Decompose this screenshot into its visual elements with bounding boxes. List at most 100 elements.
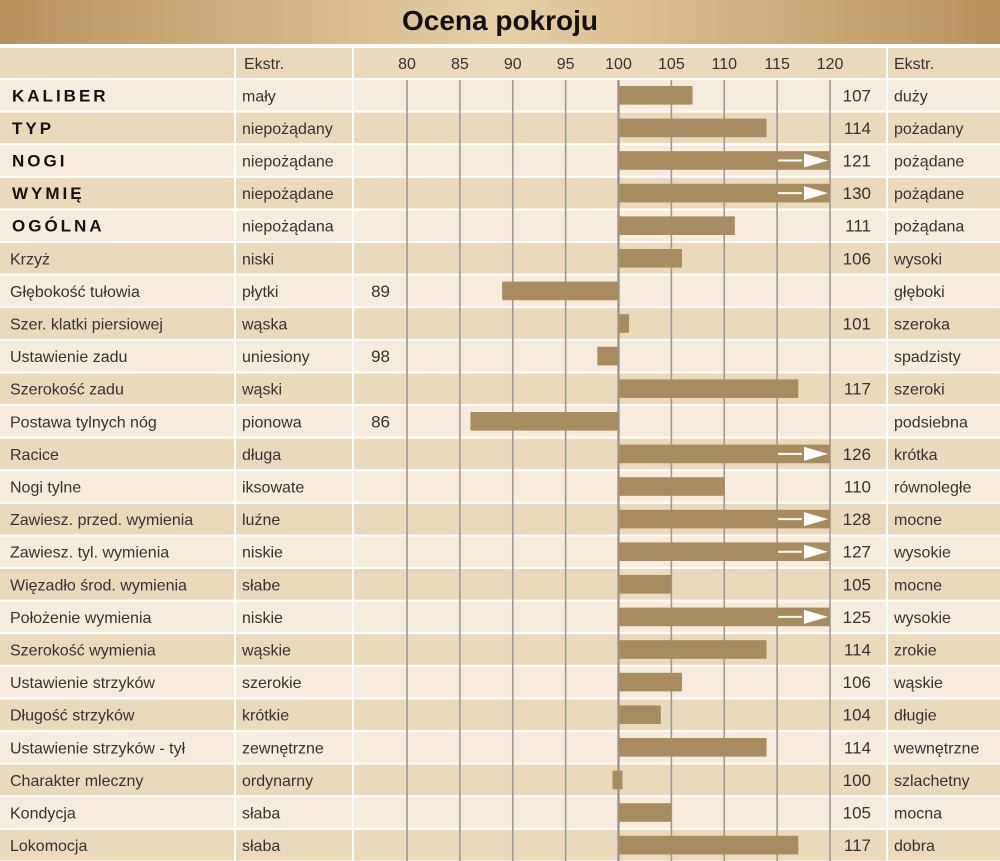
row-cell-high — [888, 145, 1000, 176]
trait-name: Zawiesz. tyl. wymienia — [10, 545, 169, 562]
bar — [618, 477, 725, 496]
bar-value-label: 101 — [843, 315, 871, 334]
bar — [618, 835, 799, 855]
row-cell-name — [0, 699, 234, 730]
bar-value-label: 89 — [371, 282, 390, 301]
row-cell-low — [236, 471, 352, 502]
trait-low-extreme: zewnętrzne — [242, 740, 324, 757]
overflow-arrow-icon — [804, 544, 828, 559]
row-cell-low — [236, 406, 352, 437]
trait-name: Lokomocja — [10, 838, 87, 855]
chart-title: Ocena pokroju — [402, 5, 598, 36]
row-cell-high — [888, 308, 1000, 339]
bar-value-label: 121 — [843, 152, 871, 171]
trait-name: OGÓLNA — [12, 217, 105, 236]
x-tick-label: 85 — [451, 56, 469, 73]
row-cell-name — [0, 145, 234, 176]
row-cell-low — [236, 764, 352, 796]
bar-value-label: 114 — [844, 119, 871, 138]
trait-high-extreme: duży — [894, 88, 928, 105]
overflow-arrow-icon — [804, 512, 828, 527]
row-cell-name — [0, 438, 234, 470]
row-cell-high — [888, 666, 1000, 698]
overflow-arrow-icon — [804, 186, 828, 201]
row-cell-name — [0, 569, 234, 600]
row-cell-low — [236, 340, 352, 372]
trait-name: Długość strzyków — [10, 708, 135, 725]
trait-name: Ustawienie strzyków — [10, 675, 155, 692]
bar — [618, 379, 799, 398]
bar-value-label: 107 — [843, 86, 871, 105]
header-cell-high — [888, 48, 1000, 78]
x-tick-label: 95 — [557, 56, 575, 73]
row-cell-low — [236, 634, 352, 665]
trait-low-extreme: niepożądany — [242, 121, 333, 138]
bar-value-label: 114 — [844, 738, 871, 757]
trait-high-extreme: szlachetny — [894, 773, 970, 790]
trait-name: Charakter mleczny — [10, 773, 143, 790]
bar-value-label: 126 — [843, 445, 871, 464]
bar — [618, 509, 830, 529]
row-cell-high — [888, 275, 1000, 307]
trait-name: Ustawienie zadu — [10, 349, 127, 366]
x-tick-label: 100 — [605, 56, 632, 73]
row-cell-name — [0, 210, 234, 241]
row-cell-low — [236, 177, 352, 209]
row-cell-low — [236, 732, 352, 763]
overflow-arrow-icon — [804, 446, 828, 461]
x-tick-label: 120 — [817, 56, 844, 73]
trait-low-extreme: niskie — [242, 610, 283, 627]
trait-name: Zawiesz. przed. wymienia — [10, 512, 193, 529]
trait-name: Krzyż — [10, 251, 50, 268]
trait-high-extreme: wysokie — [893, 545, 951, 562]
trait-name: Położenie wymienia — [10, 610, 152, 627]
bar — [597, 346, 619, 366]
row-cell-name — [0, 243, 234, 274]
trait-name: Racice — [10, 447, 59, 464]
bar — [618, 216, 735, 235]
row-cell-low — [236, 275, 352, 307]
header-high-label: Ekstr. — [894, 56, 934, 73]
bar-value-label: 125 — [843, 608, 871, 627]
row-cell-low — [236, 210, 352, 241]
row-cell-high — [888, 243, 1000, 274]
trait-high-extreme: wysokie — [893, 610, 951, 627]
trait-name: Szer. klatki piersiowej — [10, 317, 163, 334]
row-cell-name — [0, 340, 234, 372]
row-cell-name — [0, 764, 234, 796]
trait-name: Nogi tylne — [10, 480, 81, 497]
trait-name: Szerokość wymienia — [10, 643, 156, 660]
row-cell-low — [236, 373, 352, 404]
row-cell-high — [888, 503, 1000, 535]
row-cell-high — [888, 601, 1000, 633]
row-cell-name — [0, 536, 234, 567]
bar — [618, 738, 767, 757]
row-cell-low — [236, 438, 352, 470]
trait-low-extreme: luźne — [242, 512, 280, 529]
title-bar — [0, 0, 1000, 44]
row-cell-name — [0, 732, 234, 763]
trait-low-extreme: niepożądana — [242, 219, 334, 236]
bar — [618, 183, 830, 203]
x-tick-label: 90 — [504, 56, 522, 73]
trait-low-extreme: uniesiony — [242, 349, 310, 366]
trait-name: KALIBER — [12, 86, 109, 105]
bar — [618, 249, 682, 268]
row-cell-name — [0, 308, 234, 339]
row-cell-low — [236, 666, 352, 698]
trait-high-extreme: spadzisty — [894, 349, 961, 366]
trait-low-extreme: słaba — [242, 838, 280, 855]
bar — [618, 444, 830, 464]
row-cell-low — [236, 699, 352, 730]
row-cell-low — [236, 112, 352, 144]
row-cell-high — [888, 406, 1000, 437]
trait-high-extreme: głęboki — [894, 284, 945, 301]
row-cell-name — [0, 634, 234, 665]
bar-value-label: 128 — [843, 510, 871, 529]
row-cell-high — [888, 829, 1000, 861]
bar-value-label: 100 — [843, 771, 871, 790]
row-cell-name — [0, 666, 234, 698]
overflow-arrow-icon — [804, 609, 828, 624]
trait-low-extreme: niski — [242, 251, 274, 268]
